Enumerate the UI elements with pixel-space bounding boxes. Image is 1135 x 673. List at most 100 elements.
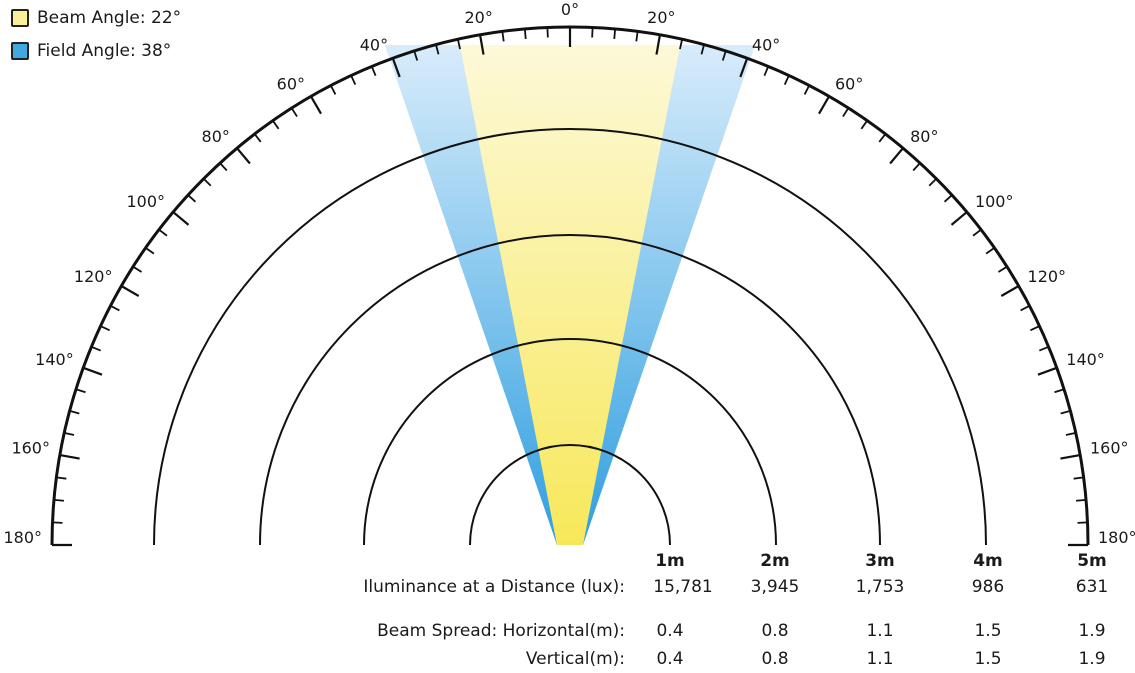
dial-label: 140° [35, 350, 74, 369]
distance-4m: 4m [973, 551, 1003, 571]
dial-tick [203, 178, 212, 187]
dial-tick [82, 366, 103, 376]
dial-label: 60° [835, 74, 863, 93]
dial-label: 80° [202, 127, 230, 146]
row-label-illuminance: Iluminance at a Distance (lux): [363, 577, 625, 597]
dial-tick [972, 228, 982, 237]
dial-tick [1000, 285, 1020, 297]
field-swatch [11, 42, 29, 60]
illuminance-value: 986 [971, 577, 1005, 597]
dial-tick [253, 133, 262, 143]
legend-item-beam: Beam Angle: 22° [11, 6, 181, 30]
dial-tick [330, 85, 337, 95]
dial-tick [310, 95, 322, 115]
dial-tick [842, 107, 850, 118]
dial-tick [1038, 345, 1049, 352]
dial-tick [763, 66, 770, 77]
dial-label: 20° [647, 8, 675, 27]
vertical-spread-value: 0.8 [761, 649, 789, 669]
vertical-spread-value: 1.1 [866, 649, 894, 669]
illuminance-value: 631 [1075, 577, 1109, 597]
horizontal-spread-value: 1.5 [974, 621, 1002, 641]
dial-tick [997, 265, 1008, 273]
dial-tick [1037, 366, 1058, 376]
angle-dial [50, 25, 1090, 547]
dial-tick [818, 95, 830, 115]
distance-arc [153, 128, 987, 546]
dial-tick [110, 305, 120, 312]
dial-label: 180° [3, 528, 42, 547]
dial-label: 40° [360, 36, 388, 55]
distance-arc [363, 338, 777, 546]
dial-tick [860, 120, 868, 130]
dial-label: 80° [910, 127, 938, 146]
vertical-spread-value: 1.9 [1078, 649, 1106, 669]
row-label-vertical: Vertical(m): [525, 649, 625, 669]
dial-label: 160° [11, 439, 50, 458]
dial-tick [100, 325, 110, 332]
dial-tick [928, 178, 937, 187]
dial-tick [889, 147, 904, 165]
dial-tick [950, 211, 968, 226]
dial-label: 180° [1098, 528, 1135, 547]
dial-label: 120° [1028, 267, 1067, 286]
dial-tick [56, 476, 67, 480]
distance-5m: 5m [1077, 551, 1107, 571]
dial-tick [783, 75, 790, 85]
dial-label: 160° [1090, 439, 1129, 458]
dial-tick [290, 107, 298, 118]
angle-dial-labels: 0° 20° 20° 40° 40° 60° 60° 80° 80° 100° 100° 120° 12… [3, 0, 1135, 547]
dial-tick [721, 50, 727, 61]
dial-tick [878, 133, 887, 143]
dial-tick [1054, 388, 1065, 394]
distance-arc [259, 234, 881, 546]
dial-tick [1060, 410, 1071, 415]
dial-tick [803, 85, 810, 95]
dial-tick [1060, 453, 1081, 460]
illuminance-value: 1,753 [855, 577, 905, 597]
dial-tick [187, 194, 197, 203]
legend-field-label: Field Angle: 38° [37, 41, 172, 61]
dial-tick [59, 453, 80, 460]
dial-tick [655, 34, 662, 55]
distance-arcs [153, 128, 987, 546]
dial-tick [478, 34, 485, 55]
vertical-spread-value: 0.4 [656, 649, 684, 669]
dial-tick [613, 28, 617, 40]
dial-tick [523, 28, 527, 40]
dial-tick [120, 285, 140, 297]
dial-tick [132, 265, 143, 273]
dial-tick [635, 31, 639, 42]
dial-tick [679, 39, 683, 50]
row-label-horizontal: Beam Spread: Horizontal(m): [377, 621, 625, 641]
dial-tick [985, 247, 995, 255]
illuminance-value: 15,781 [653, 577, 713, 597]
dial-tick [1073, 476, 1084, 480]
horizontal-spread-value: 1.9 [1078, 621, 1106, 641]
dial-tick [739, 57, 749, 78]
dial-label: 60° [277, 74, 305, 93]
legend-item-field: Field Angle: 38° [11, 39, 181, 63]
dial-tick [350, 75, 357, 85]
distance-3m: 3m [865, 551, 895, 571]
dial-label: 0° [561, 0, 579, 19]
dial-tick [64, 432, 75, 436]
dial-label: 40° [752, 36, 780, 55]
horizontal-spread-value: 0.4 [656, 621, 684, 641]
horizontal-spread-value: 1.1 [866, 621, 894, 641]
distance-2m: 2m [760, 551, 790, 571]
distance-1m: 1m [655, 551, 685, 571]
dial-label: 100° [127, 192, 166, 211]
dial-tick [1065, 432, 1076, 436]
dial-tick [158, 228, 168, 237]
dial-tick [943, 194, 953, 203]
beam-swatch [11, 9, 29, 27]
dial-tick [501, 31, 505, 42]
dial-tick [1020, 305, 1030, 312]
dial-tick [236, 147, 251, 165]
legend: Beam Angle: 22° Field Angle: 38° [11, 6, 181, 72]
dial-tick [272, 120, 280, 130]
dial-tick [69, 410, 80, 415]
dial-label: 20° [464, 8, 492, 27]
